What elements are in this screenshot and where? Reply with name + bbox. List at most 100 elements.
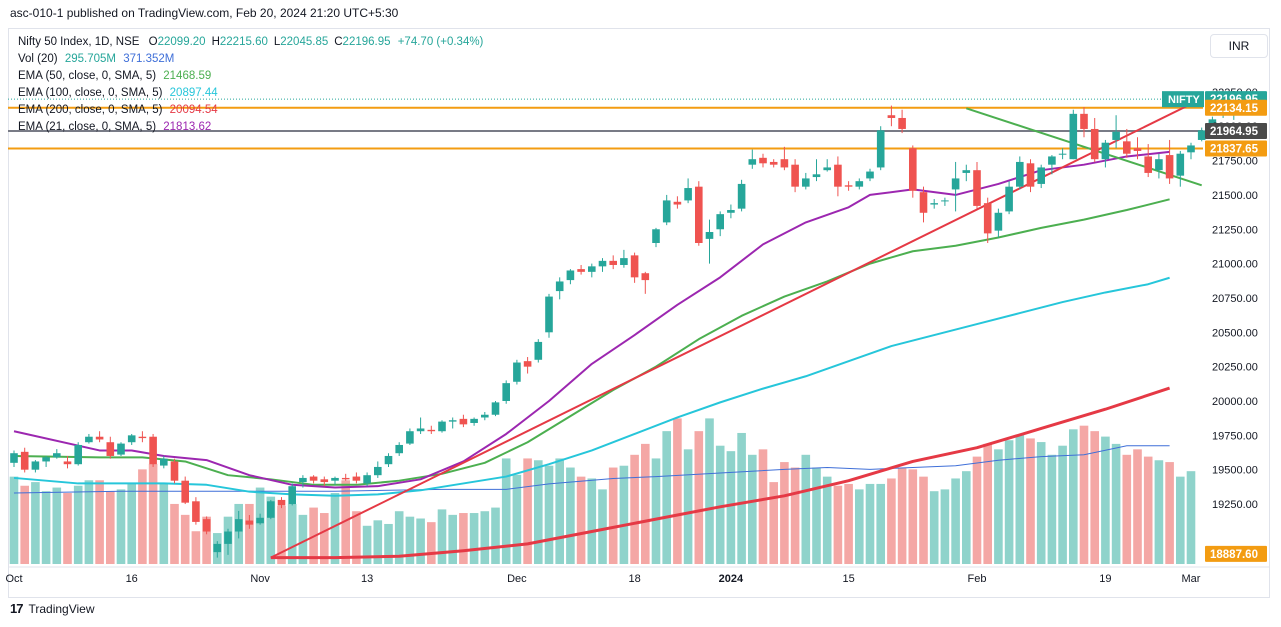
candle <box>834 156 842 197</box>
candle-body <box>513 362 521 382</box>
candle <box>31 460 40 473</box>
candle <box>1187 142 1195 160</box>
legend-ema21-row: EMA (21, close, 0, SMA, 5) 21813.62 <box>18 119 483 136</box>
legend-main-row: Nifty 50 Index, 1D, NSE O22099.20 H22215.… <box>18 34 483 51</box>
volume-bar <box>405 516 415 564</box>
legend-h-value: 22215.60 <box>219 36 268 48</box>
legend-h-key: H <box>211 36 220 48</box>
candle-body <box>620 258 628 265</box>
candle-body <box>448 420 457 422</box>
y-tick-label: 19750.00 <box>1212 430 1258 442</box>
candle <box>951 161 960 212</box>
volume-bar <box>1186 471 1196 564</box>
candle <box>962 164 971 182</box>
volume-bar <box>138 469 147 564</box>
volume-bar <box>459 513 468 564</box>
legend-o-value: 22099.20 <box>157 36 206 48</box>
candle <box>363 472 371 487</box>
candle <box>309 475 318 484</box>
candle-body <box>352 476 361 481</box>
currency-button[interactable]: INR <box>1210 34 1268 58</box>
candle <box>652 227 660 248</box>
volume-bar <box>1122 454 1132 564</box>
candle <box>117 442 125 456</box>
candle-body <box>320 479 329 483</box>
y-tick-label: 21000.00 <box>1212 259 1258 271</box>
candle <box>662 194 671 226</box>
candle <box>481 411 489 421</box>
candle <box>502 380 510 404</box>
trend-line <box>965 107 1203 187</box>
candle-body <box>170 461 179 481</box>
candle <box>812 159 821 182</box>
candle <box>876 126 885 171</box>
candle <box>1048 155 1056 175</box>
candle-body <box>652 229 660 243</box>
candle-body <box>224 531 232 544</box>
candle-body <box>1058 153 1067 155</box>
candle <box>1165 139 1174 184</box>
volume-bar <box>320 513 329 564</box>
candle-body <box>299 477 307 483</box>
volume-bar <box>9 476 19 564</box>
volume-bar <box>170 503 179 564</box>
candle-body <box>630 255 639 278</box>
volume-bar <box>501 458 511 564</box>
symbol-tag-box <box>1162 91 1204 108</box>
candle-body <box>930 203 938 205</box>
legend-symbol-title: Nifty 50 Index, 1D, NSE <box>18 36 140 48</box>
candle-body <box>395 444 403 454</box>
candle <box>1069 109 1078 160</box>
candle-body <box>10 453 18 463</box>
volume-bar <box>651 458 661 564</box>
candle-body <box>1101 142 1110 160</box>
candle <box>10 450 18 467</box>
candle <box>759 153 767 168</box>
candle-body <box>555 281 564 292</box>
tradingview-logo-icon: 17 <box>10 601 24 616</box>
volume-bar <box>1143 456 1153 564</box>
candle <box>887 105 896 127</box>
candle-body <box>127 435 136 443</box>
candle-body <box>149 436 157 465</box>
candle <box>534 339 543 363</box>
candle <box>737 179 746 212</box>
volume-bar <box>951 478 960 564</box>
candle-body <box>919 192 928 213</box>
candle-body <box>95 436 104 440</box>
candle-body <box>63 461 72 465</box>
candle <box>384 453 393 467</box>
candle <box>930 199 938 209</box>
candle <box>95 431 104 443</box>
volume-bar <box>598 489 607 564</box>
candle-body <box>202 519 211 532</box>
candle <box>448 417 457 429</box>
candle <box>1016 156 1024 190</box>
ema100-line <box>13 276 1170 497</box>
candle <box>374 461 382 478</box>
candle-body <box>309 476 318 481</box>
candle <box>1197 127 1206 142</box>
x-tick-label: Mar <box>1182 573 1201 585</box>
candle-body <box>577 269 585 272</box>
candle-body <box>759 157 767 164</box>
volume-bar <box>480 511 490 564</box>
volume-bar <box>1058 445 1067 564</box>
candle-body <box>523 361 532 367</box>
volume-bar <box>748 454 757 564</box>
candle <box>288 483 296 506</box>
candle <box>1112 115 1120 149</box>
candle <box>267 499 275 520</box>
legend-ema200-label: EMA (200, close, 0, SMA, 5) <box>18 104 163 116</box>
volume-bar <box>384 523 393 564</box>
volume-bar <box>715 445 725 564</box>
candle <box>866 168 874 182</box>
candle <box>1133 137 1142 160</box>
candle <box>727 204 735 219</box>
candle <box>1144 144 1152 178</box>
candle-body <box>192 501 200 522</box>
volume-bar <box>191 531 201 564</box>
candle-body <box>705 232 714 239</box>
volume-bar <box>555 458 564 564</box>
